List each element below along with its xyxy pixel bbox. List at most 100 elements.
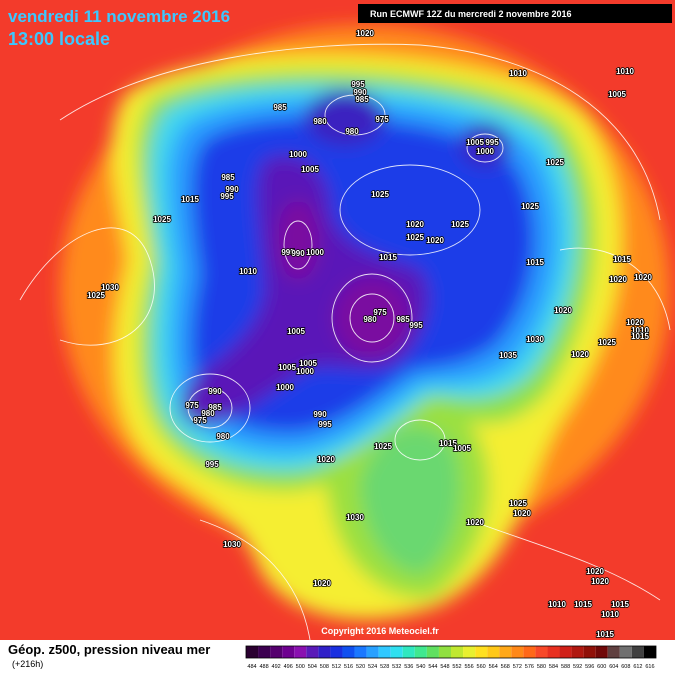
scale-label: 584 (549, 664, 558, 670)
scale-swatch (318, 646, 331, 658)
scale-swatch (342, 646, 355, 658)
isobar-label: 985 (208, 403, 222, 412)
scale-swatch (619, 646, 632, 658)
scale-label: 560 (477, 664, 486, 670)
isobar-label: 1025 (546, 158, 564, 167)
isobar-label: 995 (318, 420, 332, 429)
scale-label: 504 (308, 664, 317, 670)
scale-swatch (607, 646, 620, 658)
isobar-label: 1025 (153, 215, 171, 224)
scale-swatch (438, 646, 451, 658)
scale-swatch (294, 646, 307, 658)
isobars (19, 43, 671, 641)
scale-label: 512 (332, 664, 341, 670)
scale-swatch (366, 646, 379, 658)
scale-swatch (390, 646, 403, 658)
isobar-label: 995 (220, 192, 234, 201)
run-info: Run ECMWF 12Z du mercredi 2 novembre 201… (370, 9, 572, 19)
scale-swatch (463, 646, 476, 658)
isobar-label: 990 (225, 185, 239, 194)
scale-label: 516 (344, 664, 353, 670)
isobar-label: 1000 (289, 150, 307, 159)
isobar-label: 1025 (509, 499, 527, 508)
isobar-label: 1000 (276, 383, 294, 392)
scale-swatch (258, 646, 271, 658)
isobar-label: 980 (313, 117, 327, 126)
isobar-label: 980 (363, 315, 377, 324)
isobar-label: 990 (313, 410, 327, 419)
scale-label: 544 (428, 664, 437, 670)
isobar-label: 1010 (631, 326, 649, 335)
isobar-label: 1035 (499, 351, 517, 360)
isobar-label: 975 (375, 115, 389, 124)
scale-swatch (583, 646, 596, 658)
isobar-label: 1020 (554, 306, 572, 315)
isobar-label: 1015 (613, 255, 631, 264)
scale-swatch (354, 646, 367, 658)
scale-label: 612 (633, 664, 642, 670)
isobar-label: 1020 (356, 29, 374, 38)
isobar-label: 1020 (513, 509, 531, 518)
isobar-label: 1010 (239, 267, 257, 276)
isobar-label: 1025 (598, 338, 616, 347)
scale-label: 524 (368, 664, 377, 670)
scale-label: 500 (296, 664, 305, 670)
scale-label: 616 (645, 664, 654, 670)
scale-swatch (282, 646, 295, 658)
footer-lead: (+216h) (12, 659, 43, 669)
scale-label: 540 (416, 664, 425, 670)
isobar-label: 1030 (346, 513, 364, 522)
isobar-label: 1015 (181, 195, 199, 204)
scale-label: 532 (392, 664, 401, 670)
isobar-label: 995 (281, 248, 295, 257)
scale-swatch (414, 646, 427, 658)
isobar-label: 980 (345, 127, 359, 136)
isobar-label: 1015 (574, 600, 592, 609)
isobar-label: 1015 (439, 439, 457, 448)
scale-label: 588 (561, 664, 570, 670)
scale-swatch (330, 646, 343, 658)
isobar-label: 1015 (379, 253, 397, 262)
scale-swatch (571, 646, 584, 658)
isobar-label: 1005 (466, 138, 484, 147)
isobar-label: 1020 (571, 350, 589, 359)
isobar-label: 1020 (591, 577, 609, 586)
scale-swatch (451, 646, 464, 658)
isobar-label: 985 (221, 173, 235, 182)
isobar-label: 1005 (299, 359, 317, 368)
isobar-label: 1020 (586, 567, 604, 576)
scale-label: 600 (597, 664, 606, 670)
scale-label: 604 (609, 664, 618, 670)
isobar-label: 1010 (548, 600, 566, 609)
isobar-label: 985 (396, 315, 410, 324)
scale-swatch (270, 646, 283, 658)
isobar-label: 985 (273, 103, 287, 112)
isobar-label: 1020 (313, 579, 331, 588)
isobar-label: 975 (373, 308, 387, 317)
scale-label: 492 (272, 664, 281, 670)
isobar-label: 980 (216, 432, 230, 441)
scale-swatch (523, 646, 536, 658)
scale-label: 608 (621, 664, 630, 670)
isobar-label: 995 (409, 321, 423, 330)
isobar-label: 995 (351, 80, 365, 89)
isobar-label: 1025 (521, 202, 539, 211)
isobar-label: 1020 (466, 518, 484, 527)
isobar-label: 1000 (306, 248, 324, 257)
isobar-label: 975 (185, 401, 199, 410)
isobar-label: 1000 (296, 367, 314, 376)
geopotential-field (60, 25, 670, 620)
isobar-label: 1000 (476, 147, 494, 156)
scale-swatch (306, 646, 319, 658)
isobar-label: 1005 (287, 327, 305, 336)
run-box (358, 4, 672, 23)
isobar-label: 990 (208, 387, 222, 396)
isobar-label: 1025 (406, 233, 424, 242)
isobar-label: 1030 (223, 540, 241, 549)
isobar-label: 990 (353, 88, 367, 97)
scale-swatch (426, 646, 439, 658)
scale-label: 536 (404, 664, 413, 670)
isobar-label: 1030 (526, 335, 544, 344)
